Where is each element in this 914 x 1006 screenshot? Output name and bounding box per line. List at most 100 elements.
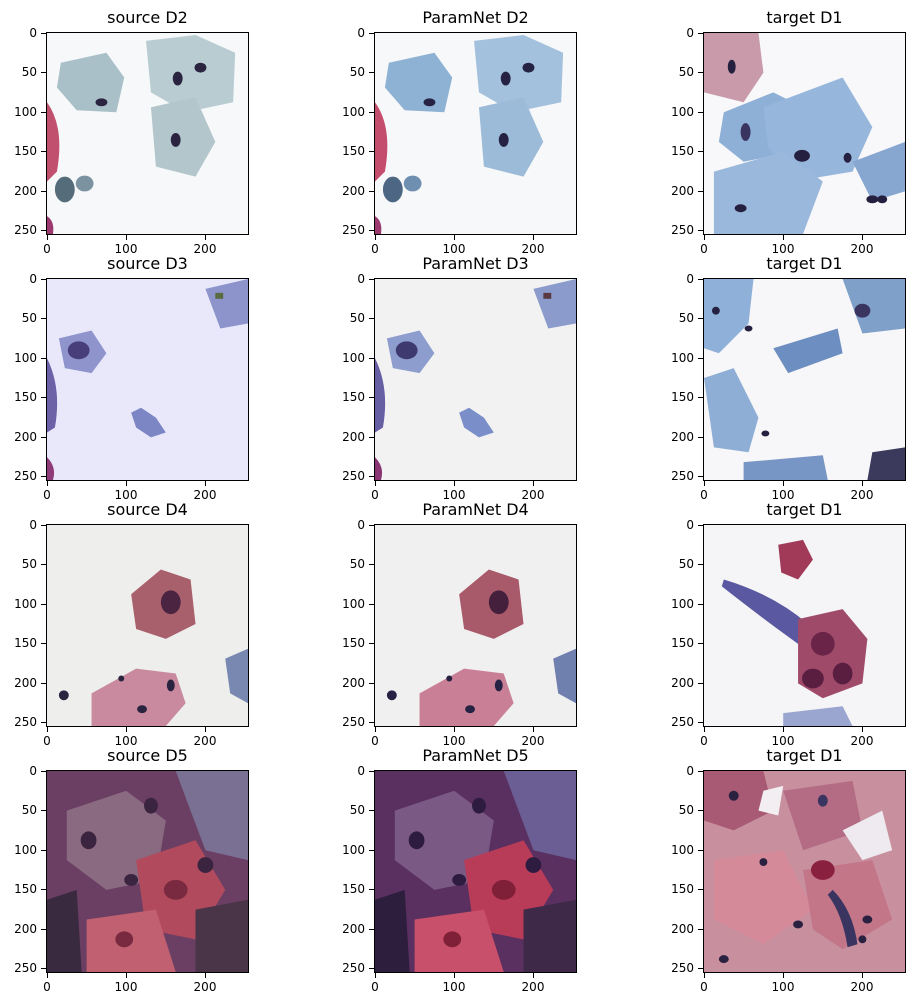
x-tick-label: 200 xyxy=(185,235,225,256)
x-tick-label: 200 xyxy=(842,481,882,502)
y-tick-label: 200 xyxy=(334,430,374,444)
y-tick-label: 0 xyxy=(663,272,703,286)
y-tick-label: 100 xyxy=(334,843,374,857)
y-tick-label: 250 xyxy=(334,961,374,975)
x-tick-label: 0 xyxy=(27,235,67,256)
x-tick-label: 100 xyxy=(763,235,803,256)
y-tick-label: 200 xyxy=(6,676,46,690)
panel-title: source D5 xyxy=(107,746,188,765)
micrograph-image xyxy=(374,770,577,973)
x-tick-label: 200 xyxy=(185,973,225,994)
panel-target-d1-row1: target D1 0 50 100 150 200 250 0 100 200 xyxy=(671,8,906,256)
x-tick-label: 0 xyxy=(684,727,724,748)
y-tick-label: 50 xyxy=(663,803,703,817)
y-tick-label: 0 xyxy=(6,272,46,286)
y-tick-label: 150 xyxy=(334,636,374,650)
panel-title: ParamNet D2 xyxy=(422,8,529,27)
y-tick-label: 50 xyxy=(663,557,703,571)
y-tick-label: 100 xyxy=(334,597,374,611)
x-tick-label: 0 xyxy=(27,481,67,502)
y-tick-label: 100 xyxy=(663,843,703,857)
y-tick-label: 150 xyxy=(663,636,703,650)
y-tick-label: 50 xyxy=(6,65,46,79)
y-tick-label: 150 xyxy=(6,636,46,650)
panel-title: ParamNet D4 xyxy=(422,500,529,519)
y-tick-label: 0 xyxy=(334,26,374,40)
y-tick-label: 150 xyxy=(663,390,703,404)
y-tick-label: 200 xyxy=(663,430,703,444)
panel-title: ParamNet D5 xyxy=(422,746,529,765)
panel-paramnet-d3: ParamNet D3 0 50 100 150 200 250 0 100 2… xyxy=(342,254,577,502)
y-tick-label: 50 xyxy=(334,65,374,79)
y-tick-label: 250 xyxy=(6,223,46,237)
panel-source-d4: source D4 0 50 100 150 200 250 0 100 200 xyxy=(14,500,249,748)
micrograph-image xyxy=(46,278,249,481)
y-tick-label: 150 xyxy=(663,144,703,158)
x-tick-label: 0 xyxy=(355,973,395,994)
y-tick-label: 200 xyxy=(334,922,374,936)
y-tick-label: 50 xyxy=(334,311,374,325)
y-tick-label: 0 xyxy=(663,26,703,40)
x-tick-label: 100 xyxy=(763,481,803,502)
y-tick-label: 50 xyxy=(334,557,374,571)
x-tick-label: 100 xyxy=(106,481,146,502)
y-tick-label: 250 xyxy=(663,961,703,975)
micrograph-image xyxy=(703,32,906,235)
panel-title: target D1 xyxy=(766,8,843,27)
x-tick-label: 200 xyxy=(513,235,553,256)
y-tick-label: 100 xyxy=(6,105,46,119)
y-tick-label: 200 xyxy=(663,184,703,198)
x-tick-label: 0 xyxy=(684,481,724,502)
micrograph-image xyxy=(703,524,906,727)
x-tick-label: 0 xyxy=(27,973,67,994)
x-tick-label: 0 xyxy=(684,973,724,994)
y-tick-label: 200 xyxy=(6,184,46,198)
x-tick-label: 200 xyxy=(842,973,882,994)
y-tick-label: 200 xyxy=(663,676,703,690)
y-tick-label: 250 xyxy=(6,715,46,729)
micrograph-image xyxy=(703,278,906,481)
y-tick-label: 100 xyxy=(334,105,374,119)
y-tick-label: 0 xyxy=(6,518,46,532)
x-tick-label: 100 xyxy=(434,481,474,502)
y-tick-label: 150 xyxy=(334,882,374,896)
y-tick-label: 100 xyxy=(663,351,703,365)
panel-title: target D1 xyxy=(766,746,843,765)
panel-source-d2: source D2 0 50 100 150 200 250 0 100 200 xyxy=(14,8,249,256)
x-tick-label: 0 xyxy=(27,727,67,748)
y-tick-label: 100 xyxy=(663,105,703,119)
micrograph-image xyxy=(374,278,577,481)
panel-paramnet-d5: ParamNet D5 0 50 100 150 200 250 0 100 2… xyxy=(342,746,577,994)
x-tick-label: 0 xyxy=(684,235,724,256)
y-tick-label: 0 xyxy=(663,518,703,532)
micrograph-image xyxy=(703,770,906,973)
y-tick-label: 250 xyxy=(663,715,703,729)
x-tick-label: 100 xyxy=(106,727,146,748)
x-tick-label: 100 xyxy=(763,973,803,994)
y-tick-label: 150 xyxy=(6,144,46,158)
x-tick-label: 100 xyxy=(434,235,474,256)
panel-source-d3: source D3 0 50 100 150 200 250 0 100 200 xyxy=(14,254,249,502)
y-tick-label: 100 xyxy=(6,597,46,611)
y-tick-label: 200 xyxy=(663,922,703,936)
micrograph-image xyxy=(46,524,249,727)
y-tick-label: 50 xyxy=(6,803,46,817)
panel-source-d5: source D5 0 50 100 150 200 250 0 100 200 xyxy=(14,746,249,994)
y-tick-label: 150 xyxy=(663,882,703,896)
x-tick-label: 100 xyxy=(106,973,146,994)
x-tick-label: 200 xyxy=(513,973,553,994)
x-tick-label: 200 xyxy=(842,727,882,748)
y-tick-label: 200 xyxy=(6,430,46,444)
y-tick-label: 250 xyxy=(6,961,46,975)
y-tick-label: 250 xyxy=(334,469,374,483)
panel-target-d1-row3: target D1 0 50 100 150 200 250 0 100 200 xyxy=(671,500,906,748)
y-tick-label: 150 xyxy=(334,144,374,158)
panel-title: target D1 xyxy=(766,254,843,273)
y-tick-label: 0 xyxy=(6,764,46,778)
x-tick-label: 200 xyxy=(185,481,225,502)
y-tick-label: 250 xyxy=(334,223,374,237)
x-tick-label: 100 xyxy=(434,973,474,994)
micrograph-image xyxy=(374,524,577,727)
y-tick-label: 50 xyxy=(6,311,46,325)
panel-title: source D2 xyxy=(107,8,188,27)
